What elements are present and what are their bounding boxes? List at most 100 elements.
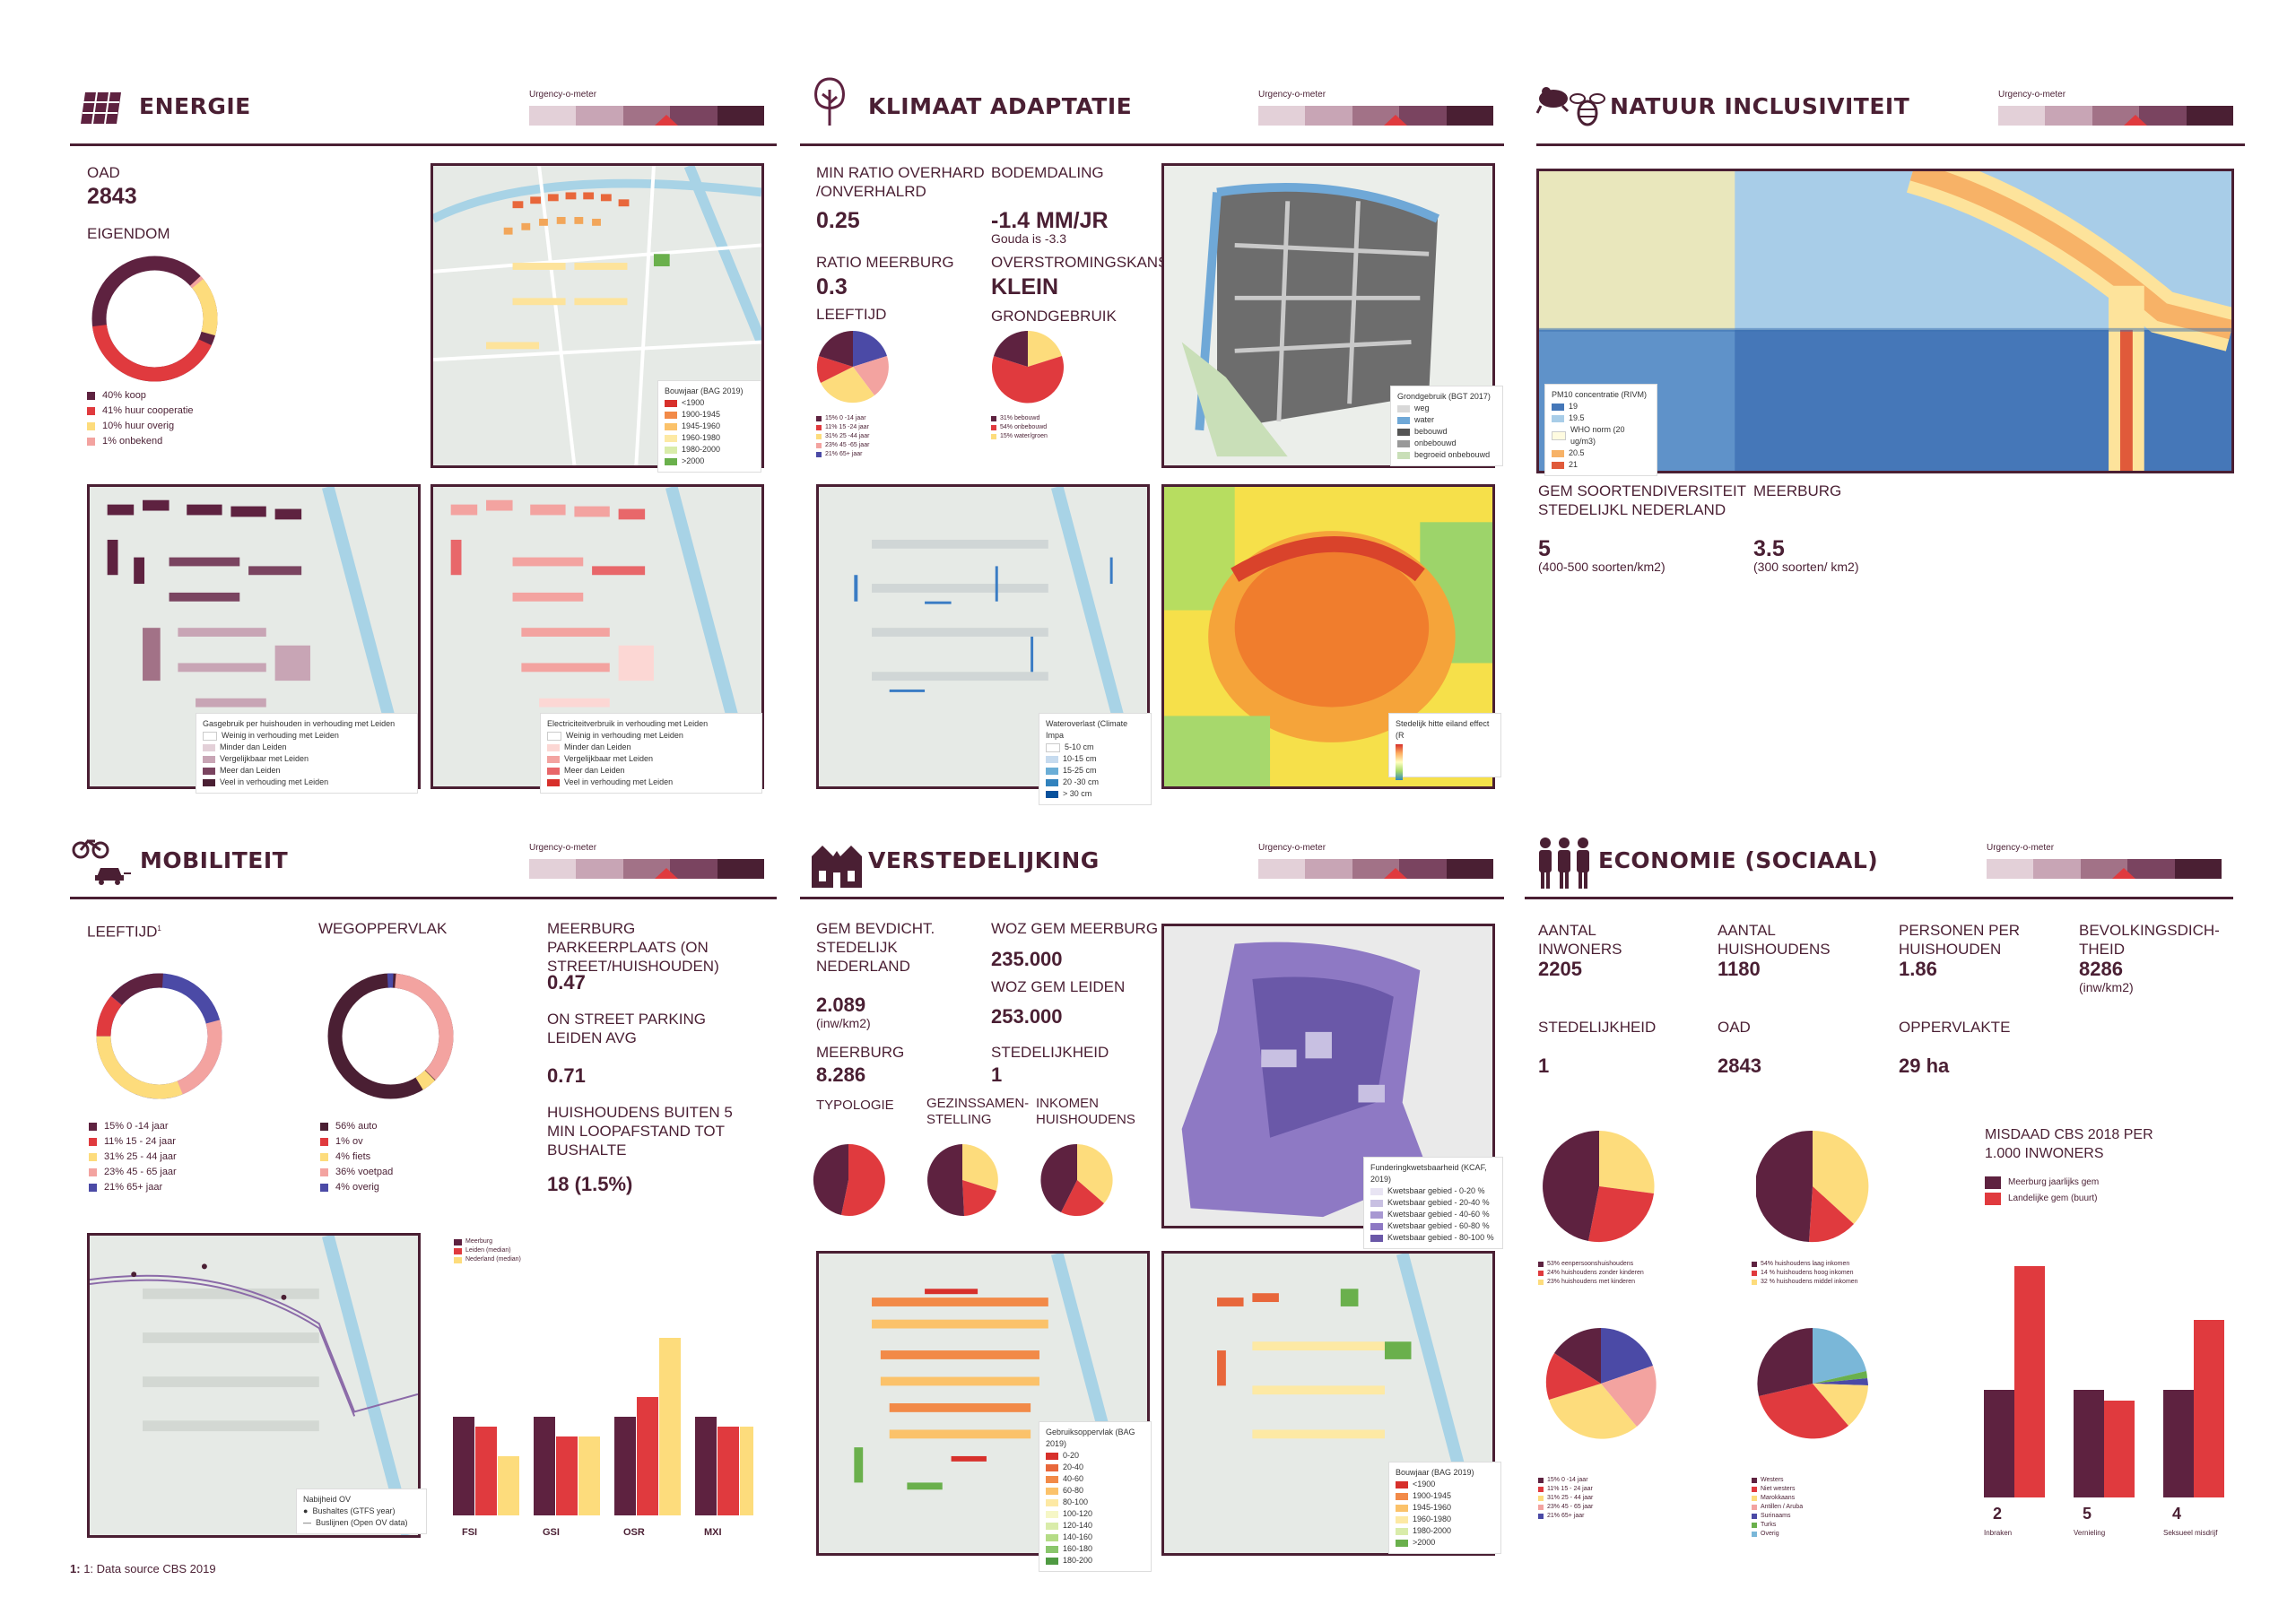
crime-value-label: 2 xyxy=(1993,1505,2002,1523)
bar-osr-2 xyxy=(659,1338,681,1515)
bev-sub: (inw/km2) xyxy=(2079,980,2134,994)
inkomen-pie-eco xyxy=(1756,1130,1869,1243)
grondgebruik-map xyxy=(1161,163,1495,468)
bevdicht-value: 2.089 xyxy=(816,994,866,1016)
herkomst-pie xyxy=(1757,1328,1868,1439)
tick-label-fsi: FSI xyxy=(462,1527,477,1538)
bodem-sub: Gouda is -3.3 xyxy=(991,231,1067,246)
sted-value-eco: 1 xyxy=(1538,1055,1550,1077)
urgency-meter-economie xyxy=(1987,859,2222,879)
eigendom-legend: 40% koop 41% huur cooperatie 10% huur ov… xyxy=(87,388,194,449)
bike-car-icon xyxy=(70,834,133,886)
urgency-meter-energie xyxy=(529,106,765,126)
ratio-meerburg-label: RATIO MEERBURG xyxy=(816,254,954,271)
klimaat-rule xyxy=(800,143,1504,146)
mobiliteit-rule xyxy=(70,897,777,899)
oad-value-eco: 2843 xyxy=(1718,1055,1761,1077)
parkeer-value: 0.47 xyxy=(547,971,586,994)
leeftijd-donut-mob xyxy=(96,973,222,1099)
opp-label: OPPERVLAKTE xyxy=(1899,1019,2011,1036)
huishoudtype-legend: 53% eenpersoonshuishoudens 24% huishoude… xyxy=(1538,1260,1644,1287)
natuur-title: NATUUR INCLUSIVITEIT xyxy=(1610,93,1910,119)
herkomst-legend: Westers Niet westers Marokkaans Antillen… xyxy=(1752,1476,1803,1539)
huishoudens-label: AANTAL HUISHOUDENS xyxy=(1718,922,1831,958)
crime-value-label: 4 xyxy=(2172,1505,2181,1523)
soort-sub: (400-500 soorten/km2) xyxy=(1538,560,1665,574)
wateroverlast-legend: Wateroverlast (Climate Impa 5-10 cm 10-1… xyxy=(1039,713,1152,805)
tick-label-gsi: GSI xyxy=(543,1527,560,1538)
misdaad-label: MISDAAD CBS 2018 PER 1.000 INWONERS xyxy=(1985,1127,2153,1161)
sted-label-eco: STEDELIJKHEID xyxy=(1538,1019,1657,1036)
crime-cat-label: Vernieling xyxy=(2074,1529,2105,1537)
bevdicht-label: GEM BEVDICHT. STEDELIJK NEDERLAND xyxy=(816,920,935,975)
bar-fsi-1 xyxy=(475,1427,497,1515)
huishoudens-value: 1180 xyxy=(1718,958,1761,980)
personen-value: 1.86 xyxy=(1899,958,1937,980)
hitte-legend: Stedelijk hitte eiland effect (R xyxy=(1388,713,1501,780)
bouwjaar-legend-vers: Bouwjaar (BAG 2019) <1900 1900-1945 1945… xyxy=(1388,1462,1501,1554)
bar-mxi-1 xyxy=(718,1427,739,1515)
verstedelijking-title: VERSTEDELIJKING xyxy=(868,847,1100,873)
wateroverlast-map xyxy=(816,484,1150,789)
inwoners-value: 2205 xyxy=(1538,958,1582,980)
opp-value: 29 ha xyxy=(1899,1055,1950,1077)
bev-value: 8286 xyxy=(2079,958,2123,980)
leeftijd-legend-klimaat: 15% 0 -14 jaar 11% 15 -24 jaar 31% 25 -4… xyxy=(816,414,869,459)
woz-leiden-value: 253.000 xyxy=(991,1005,1063,1028)
woz-meerburg-value: 235.000 xyxy=(991,948,1063,970)
bar-gsi-0 xyxy=(534,1417,555,1515)
inkomen-label: INKOMEN HUISHOUDENS xyxy=(1036,1096,1135,1127)
bevdicht-sub: (inw/km2) xyxy=(816,1016,871,1030)
gezin-label: GEZINSSAMEN- STELLING xyxy=(926,1096,1030,1127)
bar-fsi-2 xyxy=(498,1456,519,1515)
economie-title: ECONOMIE (SOCIAAL) xyxy=(1598,847,1879,873)
misdaad-bar-chart: 2 Inbraken 5 Vernieling 4 Seksueel misdrijf xyxy=(1984,1266,2224,1537)
misdaad-legend: Meerburg jaarlijks gem Landelijke gem (b… xyxy=(1985,1175,2099,1207)
personen-label: PERSONEN PER HUISHOUDEN xyxy=(1899,922,2021,958)
bar-osr-1 xyxy=(637,1397,658,1515)
crime-value-label: 5 xyxy=(2083,1505,2092,1523)
ratio-meerburg-value: 0.3 xyxy=(816,274,848,299)
onstreet-label: ON STREET PARKING LEIDEN AVG xyxy=(547,1011,706,1046)
bar-osr-0 xyxy=(614,1417,636,1515)
parkeer-label: MEERBURG PARKEERPLAATS (ON STREET/HUISHO… xyxy=(547,920,719,975)
tree-icon xyxy=(810,76,850,128)
crime-bar-2-0 xyxy=(2163,1390,2194,1497)
typologie-label: TYPOLOGIE xyxy=(816,1098,894,1113)
urgency-label-mobiliteit: Urgency-o-meter xyxy=(529,843,597,853)
pm10-legend: PM10 concentratie (RIVM) 19 19.5 WHO nor… xyxy=(1544,384,1657,476)
tick-label-osr: OSR xyxy=(623,1527,645,1538)
klimaat-title: KLIMAAT ADAPTATIE xyxy=(868,93,1133,119)
houses-icon xyxy=(810,838,864,888)
electricity-legend: Electriciteitverbruik in verhouding met … xyxy=(540,713,762,794)
grond-pie xyxy=(992,331,1064,404)
urgency-label-economie: Urgency-o-meter xyxy=(1987,843,2055,853)
meerburg-value-natuur: 3.5 xyxy=(1753,536,1785,561)
crime-bar-1-0 xyxy=(2074,1390,2104,1497)
eigendom-donut xyxy=(91,256,218,382)
bar-fsi-0 xyxy=(453,1417,474,1515)
huishoudtype-pie xyxy=(1543,1130,1655,1243)
meerburg-value-vers: 8.286 xyxy=(816,1063,866,1086)
bev-label: BEVOLKINGSDICH- THEID xyxy=(2079,922,2220,958)
density-bar-chart: FSI GSI OSR MXI xyxy=(453,1338,753,1538)
sted-label-vers: STEDELIJKHEID xyxy=(991,1044,1109,1061)
economie-rule xyxy=(1525,897,2233,899)
meerburg-label-natuur: MEERBURG xyxy=(1753,482,1842,499)
woz-meerburg-label: WOZ GEM MEERBURG xyxy=(991,920,1159,937)
ratio-label: MIN RATIO OVERHARD /ONVERHALRD xyxy=(816,164,985,200)
crime-bar-0-1 xyxy=(2014,1266,2045,1497)
grond-legend: 31% bebouwd 54% onbebouwd 15% water/groe… xyxy=(991,414,1048,441)
meerburg-sub-natuur: (300 soorten/ km2) xyxy=(1753,560,1859,574)
frog-bee-icon xyxy=(1535,81,1607,130)
people-icon xyxy=(1535,837,1594,890)
bouwjaar-legend: Bouwjaar (BAG 2019) <1900 1900-1945 1945… xyxy=(657,380,761,473)
crime-cat-label: Inbraken xyxy=(1984,1529,2012,1537)
wegoppervlak-donut xyxy=(327,973,454,1099)
sted-value-vers: 1 xyxy=(991,1063,1003,1086)
urgency-label-verstedelijking: Urgency-o-meter xyxy=(1258,843,1326,853)
gebruiksoppervlak-legend: Gebruiksoppervlak (BAG 2019) 0-20 20-40 … xyxy=(1039,1421,1152,1572)
bodem-value: -1.4 MM/JR xyxy=(991,208,1109,233)
urgency-meter-verstedelijking xyxy=(1258,859,1494,879)
meerburg-label-vers: MEERBURG xyxy=(816,1044,905,1061)
